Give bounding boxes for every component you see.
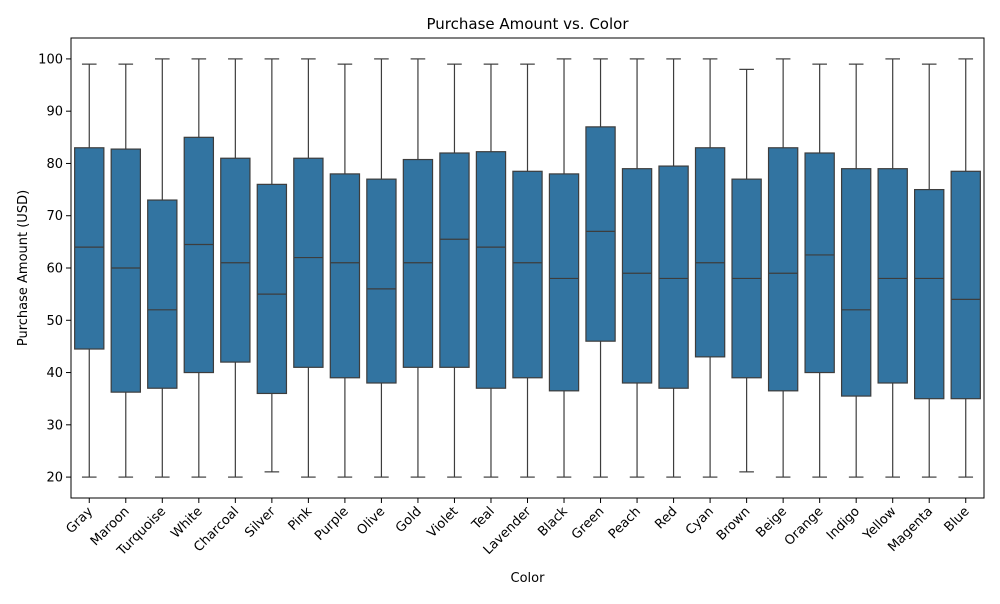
box-turquoise	[147, 58, 178, 478]
x-tick-label: Pink	[286, 504, 316, 534]
y-tick-label: 70	[46, 209, 63, 224]
y-tick-label: 40	[46, 366, 63, 381]
box-iqr	[694, 147, 726, 358]
box-charcoal	[220, 58, 251, 478]
y-tick-label: 50	[46, 314, 63, 329]
box-brown	[731, 68, 762, 473]
box-green	[585, 58, 616, 478]
box-iqr	[658, 165, 689, 389]
x-tick-label: Violet	[425, 504, 462, 541]
box-purple	[329, 63, 361, 478]
box-gold	[402, 58, 434, 478]
x-tick-label: Peach	[606, 504, 644, 542]
box-white	[183, 58, 215, 478]
y-tick-label: 20	[46, 471, 63, 486]
box-red	[658, 58, 689, 478]
x-tick-label: Gold	[393, 504, 425, 536]
box-indigo	[840, 63, 872, 478]
box-yellow	[877, 58, 908, 478]
box-violet	[439, 63, 470, 478]
box-iqr	[74, 147, 105, 350]
x-tick-label: Olive	[354, 504, 388, 538]
x-axis-label: Color	[511, 571, 546, 586]
box-olive	[366, 58, 397, 478]
box-silver	[256, 58, 288, 473]
y-tick-label: 100	[38, 52, 63, 67]
x-tick-label: Indigo	[824, 504, 863, 543]
box-iqr	[840, 168, 872, 397]
y-tick-label: 80	[46, 157, 63, 172]
x-tick-label: Teal	[469, 504, 498, 533]
box-peach	[621, 58, 653, 478]
box-maroon	[110, 63, 141, 478]
box-iqr	[877, 168, 908, 384]
y-tick-label: 90	[46, 105, 63, 120]
box-teal	[475, 63, 507, 478]
x-tick-label: Green	[569, 504, 607, 542]
box-iqr	[329, 173, 361, 379]
box-iqr	[914, 188, 945, 400]
y-tick-label: 60	[46, 262, 63, 277]
box-iqr	[439, 152, 470, 368]
plot-frame	[70, 37, 985, 499]
boxes-layer	[74, 58, 981, 478]
y-axis: 20 30 40 50 60 70 80 90 100	[38, 52, 71, 486]
x-tick-label: Orange	[782, 504, 827, 549]
x-tick-label: Gray	[64, 504, 97, 537]
box-gray	[74, 63, 105, 478]
box-iqr	[402, 158, 434, 368]
y-axis-label: Purchase Amount (USD)	[16, 190, 31, 346]
x-tick-label: Blue	[942, 504, 973, 535]
x-tick-label: Brown	[714, 504, 753, 543]
box-magenta	[914, 63, 945, 478]
box-iqr	[220, 157, 251, 363]
x-tick-label: Purple	[312, 504, 352, 544]
x-tick-label: Cyan	[683, 504, 717, 538]
x-tick-label: Black	[535, 504, 571, 540]
box-iqr	[621, 168, 653, 384]
box-iqr	[293, 157, 324, 368]
box-black	[548, 58, 580, 478]
box-iqr	[256, 183, 288, 395]
box-beige	[767, 58, 799, 478]
box-lavender	[512, 63, 543, 478]
box-iqr	[767, 147, 799, 392]
box-iqr	[804, 152, 835, 374]
box-iqr	[950, 170, 981, 400]
chart-title: Purchase Amount vs. Color	[427, 15, 630, 33]
box-iqr	[147, 199, 178, 389]
box-iqr	[183, 136, 215, 374]
box-iqr	[585, 126, 616, 342]
box-pink	[293, 58, 324, 478]
box-blue	[950, 58, 981, 478]
box-cyan	[694, 58, 726, 478]
x-tick-label: Silver	[242, 504, 279, 541]
box-iqr	[366, 178, 397, 384]
box-orange	[804, 63, 835, 478]
box-iqr	[548, 173, 580, 392]
box-iqr	[475, 151, 507, 389]
box-iqr	[110, 148, 141, 393]
x-tick-label: Red	[652, 504, 680, 532]
box-iqr	[512, 170, 543, 379]
y-tick-label: 30	[46, 418, 63, 433]
